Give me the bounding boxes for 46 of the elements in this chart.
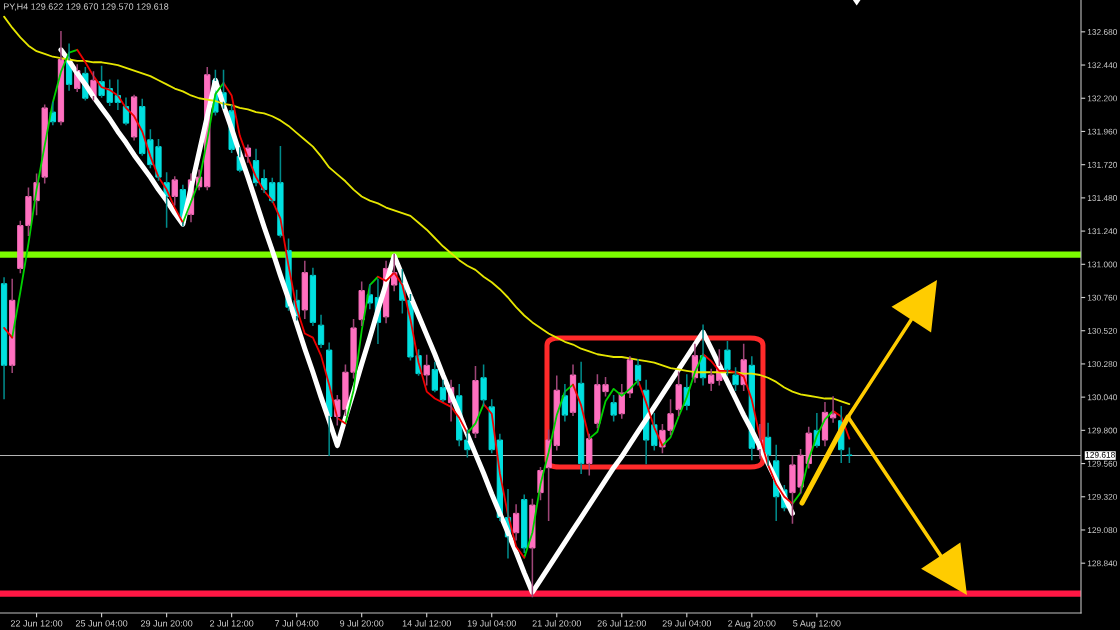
candlestick <box>618 383 625 419</box>
y-tick-label: 130.520 <box>1087 327 1118 334</box>
candlestick <box>423 354 430 386</box>
candlestick <box>512 504 520 541</box>
y-tick-label: 131.720 <box>1087 161 1118 168</box>
candlestick <box>431 361 438 391</box>
candlestick <box>301 260 308 320</box>
y-tick-label: 128.840 <box>1087 560 1118 567</box>
y-tick-label: 129.800 <box>1087 427 1118 434</box>
candlestick <box>521 494 528 553</box>
y-tick-label: 131.000 <box>1087 261 1118 268</box>
candlestick <box>634 359 642 386</box>
y-tick-label: 130.760 <box>1087 294 1118 301</box>
x-tick-label: 21 Jul 20:00 <box>532 619 581 627</box>
y-tick-label: 131.960 <box>1087 128 1118 135</box>
x-tick-label: 9 Jul 20:00 <box>340 619 384 627</box>
x-tick-label: 5 Aug 12:00 <box>793 620 841 629</box>
candlestick <box>0 277 8 400</box>
x-tick-label: 14 Jul 12:00 <box>402 619 451 627</box>
candlestick <box>708 368 715 391</box>
candlestick <box>309 267 317 326</box>
candlestick <box>439 379 447 401</box>
candlestick <box>171 176 178 206</box>
x-tick-label: 22 Jun 12:00 <box>10 620 63 627</box>
y-tick-label: 129.080 <box>1087 527 1118 534</box>
x-tick-label: 26 Jul 12:00 <box>597 619 647 627</box>
line-series <box>3 15 851 405</box>
ref-line-label: 129.618 <box>1085 451 1115 458</box>
y-tick-label: 131.480 <box>1087 195 1118 201</box>
y-tick-label: 130.040 <box>1087 394 1118 401</box>
y-tick-label: 132.200 <box>1087 95 1118 102</box>
x-tick-label: 29 Jun 20:00 <box>140 620 193 627</box>
x-tick-label: 29 Jul 04:00 <box>662 619 712 627</box>
x-tick-label: 2 Jul 12:00 <box>210 619 254 627</box>
x-tick-label: 7 Jul 04:00 <box>275 619 319 627</box>
y-tick-label: 131.240 <box>1087 228 1118 235</box>
y-tick-label: 129.320 <box>1087 493 1118 500</box>
y-tick-label: 132.680 <box>1087 29 1118 35</box>
chart-title: PY,H4 129.622 129.670 129.570 129.618 <box>3 3 169 11</box>
x-tick-label: 2 Aug 20:00 <box>728 620 776 629</box>
y-tick-label: 130.280 <box>1087 361 1118 368</box>
x-tick-label: 19 Jul 04:00 <box>467 619 516 627</box>
y-tick-label: 129.560 <box>1087 460 1118 467</box>
y-tick-label: 132.440 <box>1087 62 1118 69</box>
x-tick-label: 25 Jun 04:00 <box>75 620 128 627</box>
candlestick <box>317 314 325 349</box>
